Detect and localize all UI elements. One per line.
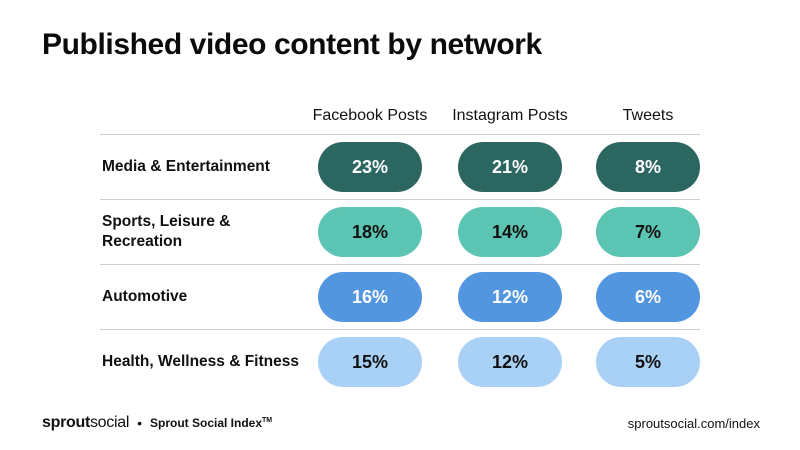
value-pill: 12% — [458, 272, 562, 322]
footer-url: sproutsocial.com/index — [627, 416, 760, 431]
index-name-text: Sprout Social Index — [150, 416, 263, 430]
value-pill: 5% — [596, 337, 700, 387]
value-pill: 16% — [318, 272, 422, 322]
row-divider — [100, 134, 700, 135]
row-divider — [100, 199, 700, 200]
value-pill: 18% — [318, 207, 422, 257]
sproutsocial-logo: sproutsocial — [42, 414, 129, 432]
row-label: Sports, Leisure & Recreation — [102, 212, 231, 250]
footer-brand: sproutsocial • Sprout Social IndexTM — [42, 414, 272, 432]
row-divider — [100, 329, 700, 330]
logo-part-social: social — [89, 414, 130, 431]
index-name: Sprout Social IndexTM — [150, 416, 272, 430]
column-header: Instagram Posts — [452, 107, 568, 124]
value-pill: 15% — [318, 337, 422, 387]
trademark: TM — [262, 417, 273, 424]
footer-separator: • — [137, 415, 142, 431]
logo-part-sprout: sprout — [42, 414, 90, 431]
row-label: Health, Wellness & Fitness — [102, 352, 299, 370]
value-pill: 12% — [458, 337, 562, 387]
value-pill: 23% — [318, 142, 422, 192]
value-pill: 6% — [596, 272, 700, 322]
row-label: Automotive — [102, 287, 188, 305]
column-header: Facebook Posts — [312, 107, 428, 124]
value-pill: 7% — [596, 207, 700, 257]
row-label: Media & Entertainment — [102, 157, 270, 175]
value-pill: 14% — [458, 207, 562, 257]
column-header: Tweets — [622, 107, 674, 124]
page-title: Published video content by network — [42, 28, 542, 61]
row-divider — [100, 264, 700, 265]
value-pill: 8% — [596, 142, 700, 192]
value-pill: 21% — [458, 142, 562, 192]
